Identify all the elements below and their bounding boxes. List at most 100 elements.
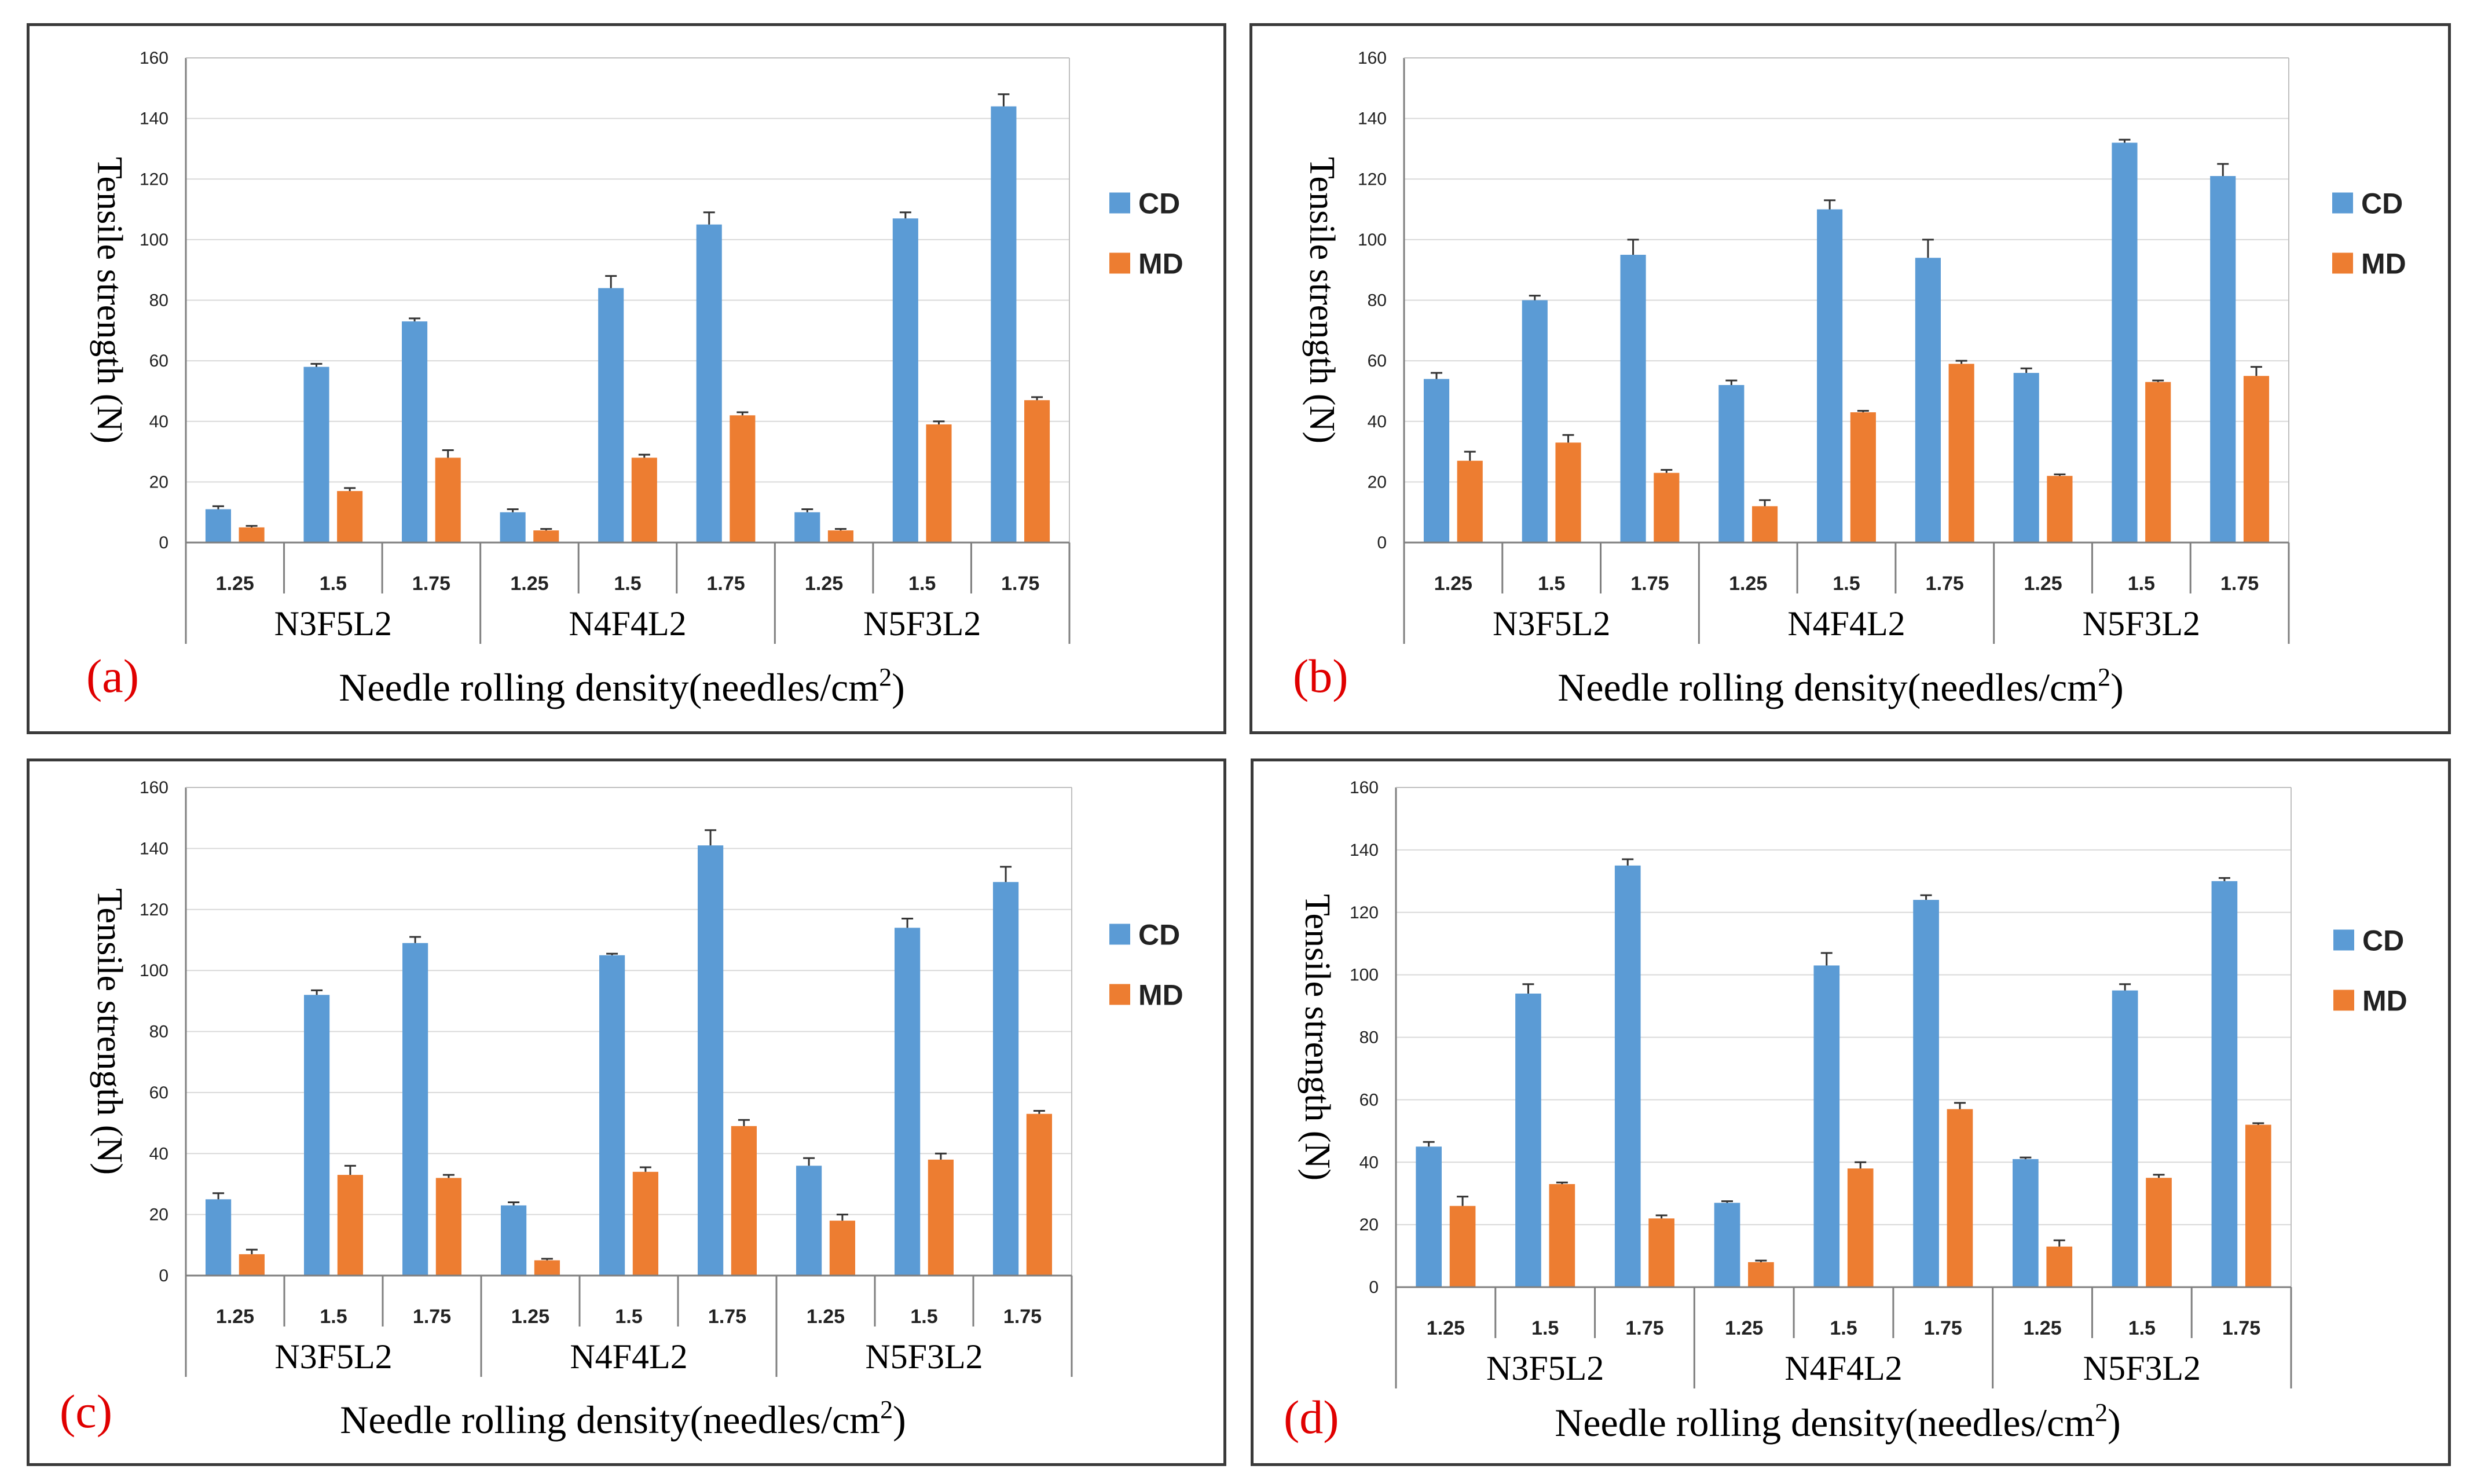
bar-md (337, 491, 363, 543)
y-tick-label: 80 (1359, 1028, 1379, 1047)
x-axis-title: Needle rolling density(needles/cm2) (1558, 663, 2123, 709)
legend-swatch-cd (1109, 924, 1130, 945)
bar-md (1847, 1168, 1874, 1287)
group-label: N4F4L2 (1787, 604, 1905, 643)
x-axis-title-superscript: 2 (2095, 1398, 2108, 1427)
bar-cd (1423, 379, 1450, 543)
bar-cd (402, 943, 428, 1276)
bar-cd (1515, 993, 1541, 1287)
bar-cd (1620, 255, 1646, 543)
bar-cd (500, 512, 526, 543)
x-tick-label: 1.5 (908, 573, 936, 595)
group-label: N3F5L2 (274, 1338, 392, 1376)
x-tick-label: 1.75 (1926, 573, 1964, 595)
legend-label-cd: CD (2361, 188, 2403, 220)
bar-md (1748, 1262, 1774, 1287)
x-tick-label: 1.75 (1924, 1317, 1962, 1339)
bar-cd (1718, 384, 1745, 543)
x-tick-label: 1.5 (320, 1306, 347, 1328)
x-tick-label: 1.25 (1729, 573, 1767, 595)
x-tick-label: 1.75 (413, 1306, 451, 1328)
x-tick-label: 1.75 (2222, 1317, 2260, 1339)
group-label: N4F4L2 (569, 604, 686, 643)
panel-b: 0 20 40 60 80 100 120 140 160 1.25 1.5 1.75 1.25 1.5 1… (1249, 23, 2451, 734)
chart-svg: 0 20 40 60 80 100 120 140 160 1.25 1.5 1.75 1.25 1.5 1… (1284, 778, 2407, 1445)
bar-cd (796, 1166, 822, 1276)
bar-cd (2013, 1159, 2039, 1287)
legend-label-cd: CD (1138, 188, 1180, 220)
x-tick-label: 1.5 (2128, 1317, 2156, 1339)
x-tick-label: 1.25 (216, 1306, 254, 1328)
legend-swatch-cd (2332, 192, 2353, 214)
legend-label-md: MD (1138, 248, 1183, 280)
y-tick-label: 40 (149, 412, 168, 431)
bar-md (1850, 412, 1876, 543)
bar-md (2047, 475, 2073, 543)
bar-md (1654, 472, 1680, 543)
bar-cd (1522, 300, 1548, 543)
legend-swatch-cd (2333, 929, 2354, 951)
bar-cd (206, 1199, 232, 1276)
y-tick-label: 60 (1368, 351, 1387, 371)
bar-md (239, 527, 265, 543)
x-axis-title-end: ) (2110, 665, 2124, 709)
y-tick-label: 100 (1358, 230, 1387, 250)
bar-cd (1614, 865, 1641, 1287)
bar-md (2145, 382, 2171, 543)
bar-cd (991, 106, 1017, 543)
panel-label: (b) (1293, 650, 1348, 702)
x-tick-label: 1.25 (805, 573, 843, 595)
y-tick-label: 160 (1358, 49, 1387, 68)
bar-md (1457, 460, 1483, 543)
legend-swatch-md (1109, 252, 1130, 274)
y-axis-title: Tensile strength (N) (1298, 894, 1337, 1181)
group-label: N4F4L2 (570, 1338, 687, 1376)
bar-md (435, 1178, 461, 1276)
y-tick-label: 0 (159, 533, 168, 552)
legend-label-cd: CD (1138, 919, 1180, 951)
bar-cd (2210, 176, 2236, 543)
bar-cd (1913, 900, 1939, 1287)
x-tick-label: 1.5 (614, 573, 641, 595)
bar-md (2245, 1124, 2271, 1287)
bar-md (731, 1126, 757, 1276)
bar-md (730, 415, 756, 543)
bar-cd (696, 224, 722, 543)
y-tick-label: 20 (1368, 472, 1387, 492)
legend-label-md: MD (2361, 248, 2406, 280)
bar-md (1752, 506, 1778, 543)
y-tick-label: 160 (1350, 778, 1379, 797)
x-axis-title: Needle rolling density(needles/cm2) (1555, 1398, 2120, 1445)
bar-md (1026, 1113, 1052, 1276)
group-label: N3F5L2 (1493, 604, 1610, 643)
bar-md (632, 1171, 658, 1276)
bar-cd (794, 512, 820, 543)
x-axis-title-superscript: 2 (879, 663, 892, 691)
x-tick-label: 1.25 (2024, 573, 2062, 595)
y-tick-label: 80 (1368, 291, 1387, 310)
y-tick-label: 100 (140, 230, 168, 250)
bar-cd (205, 509, 231, 543)
y-tick-label: 60 (149, 351, 168, 371)
bar-md (337, 1175, 363, 1276)
group-label: N4F4L2 (1784, 1349, 1902, 1387)
bar-cd (892, 218, 918, 543)
x-axis-title-end: ) (892, 665, 905, 709)
x-axis-title-text: Needle rolling density(needles/cm (1555, 1401, 2095, 1445)
y-tick-label: 0 (159, 1266, 168, 1285)
y-tick-label: 0 (1377, 533, 1387, 552)
bar-md (2243, 376, 2270, 543)
x-tick-label: 1.5 (320, 573, 347, 595)
panel-label: (c) (60, 1385, 112, 1438)
bar-cd (1817, 209, 1843, 543)
x-tick-label: 1.25 (2023, 1317, 2061, 1339)
y-tick-label: 120 (1350, 903, 1379, 922)
bar-cd (1714, 1203, 1740, 1287)
y-tick-label: 40 (1359, 1153, 1379, 1172)
bar-md (435, 457, 461, 543)
bar-md (2046, 1246, 2073, 1287)
y-tick-label: 160 (140, 778, 168, 797)
y-tick-label: 20 (149, 472, 168, 492)
legend-swatch-md (1109, 984, 1130, 1005)
bar-md (534, 1260, 560, 1276)
